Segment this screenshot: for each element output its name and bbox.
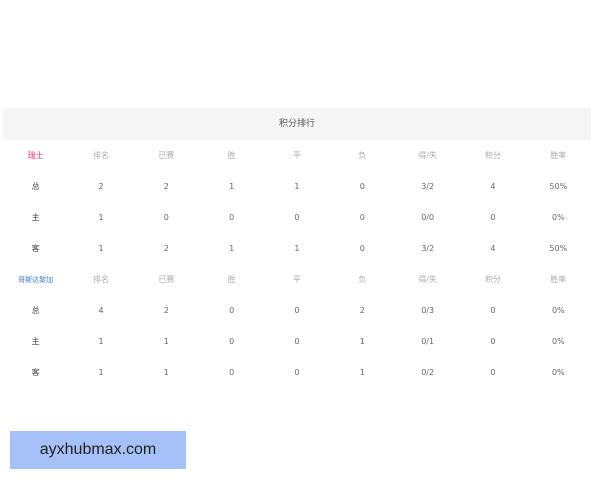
column-header: 已赛 bbox=[158, 151, 175, 160]
team-name[interactable]: 哥斯达黎加 bbox=[18, 275, 54, 284]
table-cell: 1 bbox=[98, 244, 104, 253]
table-cell: 1 bbox=[294, 182, 300, 191]
watermark: ayxhubmax.com bbox=[10, 431, 186, 469]
team-header-row: 瑞士 排名 已赛 胜 平 负 得/失 积分 胜率 bbox=[3, 140, 591, 171]
table-cell: 0 bbox=[294, 368, 300, 377]
table-cell: 0% bbox=[551, 306, 565, 315]
table-cell: 2 bbox=[163, 306, 169, 315]
table-cell: 0 bbox=[490, 306, 496, 315]
table-cell: 0 bbox=[359, 213, 365, 222]
column-header: 已赛 bbox=[158, 275, 175, 284]
column-header: 胜率 bbox=[550, 151, 567, 160]
standings-table: 积分排行 瑞士 排名 已赛胜平负得/失 积分 胜率总 2 2 1 1 0 3/2 4 50% 主 1 0 0 0 0… bbox=[3, 108, 591, 388]
column-header: 得/失 bbox=[418, 151, 437, 160]
column-header: 胜 bbox=[227, 275, 236, 284]
table-cell: 1 bbox=[163, 368, 169, 377]
column-header: 平 bbox=[292, 151, 301, 160]
table-cell: 0% bbox=[551, 213, 565, 222]
table-row: 客 1 2 1 1 0 3/2 4 50% bbox=[3, 233, 591, 264]
table-cell: 2 bbox=[163, 182, 169, 191]
table-row: 总 2 2 1 1 0 3/2 4 50% bbox=[3, 171, 591, 202]
row-label: 总 bbox=[31, 182, 40, 191]
column-header: 积分 bbox=[484, 275, 501, 284]
table-cell: 0 bbox=[490, 213, 496, 222]
table-cell: 1 bbox=[359, 337, 365, 346]
table-cell: 0 bbox=[229, 368, 235, 377]
column-header: 胜率 bbox=[550, 275, 567, 284]
table-cell: 50% bbox=[549, 244, 568, 253]
column-header: 排名 bbox=[92, 151, 109, 160]
table-cell: 0 bbox=[229, 337, 235, 346]
table-cell: 3/2 bbox=[421, 182, 435, 191]
table-cell: 0 bbox=[229, 306, 235, 315]
table-cell: 2 bbox=[98, 182, 104, 191]
column-header: 负 bbox=[358, 151, 367, 160]
table-cell: 1 bbox=[98, 368, 104, 377]
table-title: 积分排行 bbox=[3, 108, 591, 140]
table-cell: 1 bbox=[294, 244, 300, 253]
table-cell: 4 bbox=[490, 182, 496, 191]
table-cell: 0/2 bbox=[421, 368, 435, 377]
table-cell: 1 bbox=[163, 337, 169, 346]
column-header: 负 bbox=[358, 275, 367, 284]
table-cell: 3/2 bbox=[421, 244, 435, 253]
row-label: 主 bbox=[31, 213, 40, 222]
table-row: 总 4 2 0 0 2 0/3 0 0% bbox=[3, 295, 591, 326]
row-label: 客 bbox=[31, 244, 40, 253]
table-cell: 1 bbox=[359, 368, 365, 377]
team-name[interactable]: 瑞士 bbox=[27, 151, 44, 160]
row-label: 总 bbox=[31, 306, 40, 315]
table-cell: 0% bbox=[551, 337, 565, 346]
table-cell: 2 bbox=[359, 306, 365, 315]
table-cell: 0/0 bbox=[421, 213, 435, 222]
table-cell: 4 bbox=[490, 244, 496, 253]
table-cell: 0 bbox=[359, 244, 365, 253]
table-row: 客 1 1 0 0 1 0/2 0 0% bbox=[3, 357, 591, 388]
table-cell: 1 bbox=[229, 182, 235, 191]
table-cell: 0 bbox=[294, 306, 300, 315]
table-cell: 0 bbox=[490, 368, 496, 377]
table-cell: 0/1 bbox=[421, 337, 435, 346]
table-row: 主 1 0 0 0 0 0/0 0 0% bbox=[3, 202, 591, 233]
table-cell: 1 bbox=[229, 244, 235, 253]
column-header: 平 bbox=[292, 275, 301, 284]
table-cell: 0/3 bbox=[421, 306, 435, 315]
table-row: 主 1 1 0 0 1 0/1 0 0% bbox=[3, 326, 591, 357]
row-label: 主 bbox=[31, 337, 40, 346]
column-header: 排名 bbox=[92, 275, 109, 284]
table-cell: 2 bbox=[163, 244, 169, 253]
column-header: 得/失 bbox=[418, 275, 437, 284]
table-cell: 0 bbox=[490, 337, 496, 346]
table-cell: 0 bbox=[359, 182, 365, 191]
table-cell: 0 bbox=[294, 337, 300, 346]
row-label: 客 bbox=[31, 368, 40, 377]
table-cell: 0 bbox=[294, 213, 300, 222]
table-cell: 1 bbox=[98, 337, 104, 346]
table-cell: 0% bbox=[551, 368, 565, 377]
table-cell: 0 bbox=[229, 213, 235, 222]
column-header: 积分 bbox=[484, 151, 501, 160]
table-cell: 0 bbox=[163, 213, 169, 222]
table-cell: 4 bbox=[98, 306, 104, 315]
table-cell: 50% bbox=[549, 182, 568, 191]
team-header-row: 哥斯达黎加 排名 已赛 胜 平 负 得/失 积分 胜率 bbox=[3, 264, 591, 295]
table-cell: 1 bbox=[98, 213, 104, 222]
column-header: 胜 bbox=[227, 151, 236, 160]
